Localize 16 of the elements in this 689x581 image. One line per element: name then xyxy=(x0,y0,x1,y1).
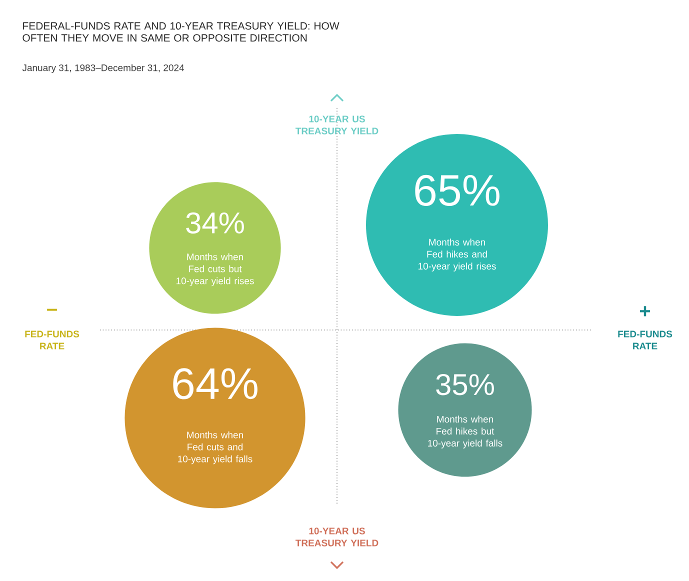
text: 10-YEAR US TREASURY YIELD xyxy=(296,116,378,134)
text: January 31, 1983–December 31, 2024 xyxy=(22,64,184,74)
category-label: Months when Fed cuts but 10-year yield rises xyxy=(176,253,254,286)
data-label: 34% xyxy=(186,212,244,234)
text: FEDERAL-FUNDS RATE AND 10-YEAR TREASURY YIELD: HOW OFTEN THEY MOVE IN SAME OR OPPOSITE DIRECTION xyxy=(22,22,340,42)
text: FED-FUNDS RATE xyxy=(618,330,672,350)
text: FED-FUNDS RATE xyxy=(25,330,80,350)
data-label: 65% xyxy=(415,174,500,206)
text: + xyxy=(640,306,650,316)
category-label: Months when Fed cuts and 10-year yield falls xyxy=(178,431,252,464)
text: 10-YEAR US TREASURY YIELD xyxy=(296,528,378,546)
text: – xyxy=(47,308,57,311)
data-label: 35% xyxy=(436,374,494,396)
data-label: 64% xyxy=(173,368,258,400)
category-label: Months when Fed hikes and 10-year yield rises xyxy=(418,238,496,272)
category-label: Months when Fed hikes but 10-year yield falls xyxy=(428,416,502,448)
